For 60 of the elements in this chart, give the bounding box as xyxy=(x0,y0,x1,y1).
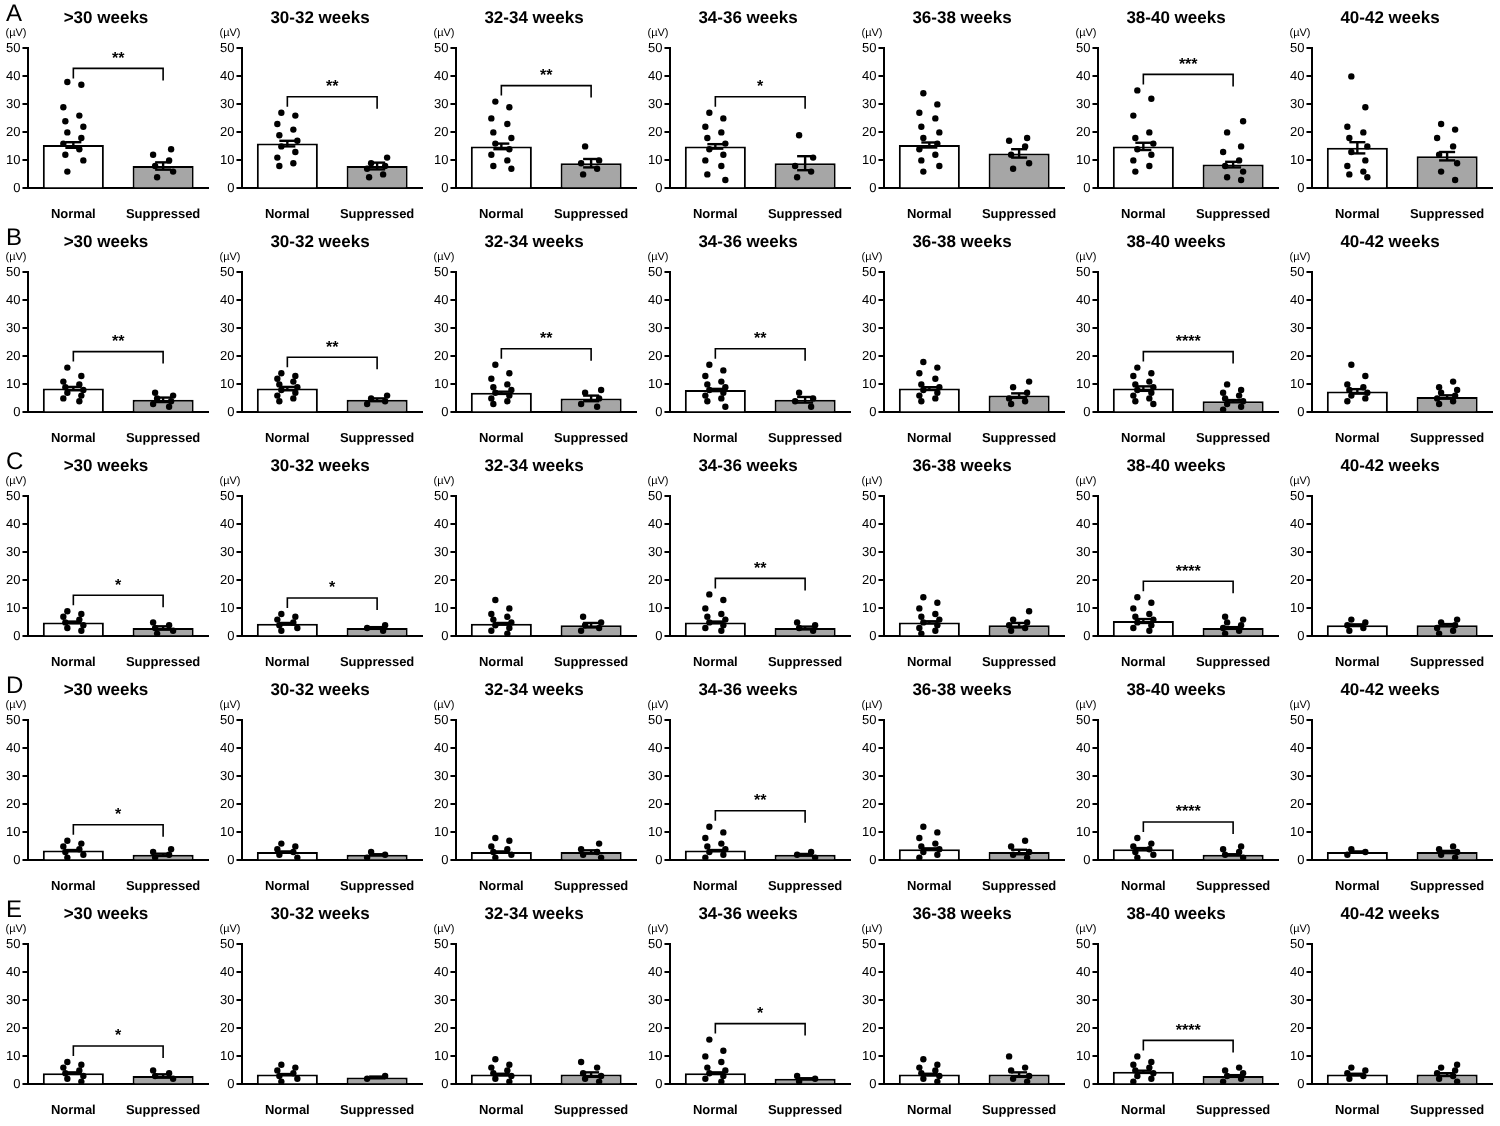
chart-title: 38-40 weeks xyxy=(1126,902,1227,923)
chart-title: 32-34 weeks xyxy=(484,6,585,27)
annotation: * xyxy=(329,578,338,597)
chart-title: 38-40 weeks xyxy=(1126,6,1227,27)
annotation: ** xyxy=(540,66,555,85)
annotation: * xyxy=(115,575,124,594)
chart-title: 30-32 weeks xyxy=(270,6,371,27)
annotation: **** xyxy=(1175,802,1203,821)
text: E xyxy=(6,894,23,923)
text: B xyxy=(6,222,23,251)
chart-title: >30 weeks xyxy=(63,6,149,27)
text: C xyxy=(6,446,24,475)
text: D xyxy=(6,670,24,699)
text: A xyxy=(6,0,23,27)
chart-title: >30 weeks xyxy=(63,902,149,923)
annotation: ** xyxy=(540,329,555,348)
chart-title: 32-34 weeks xyxy=(484,230,585,251)
annotation: **** xyxy=(1175,332,1203,351)
chart-title: 36-38 weeks xyxy=(912,230,1013,251)
annotation: **** xyxy=(1175,1020,1203,1039)
annotation: ** xyxy=(754,329,769,348)
chart-title: 34-36 weeks xyxy=(698,230,799,251)
annotation: * xyxy=(115,805,124,824)
chart-title: 34-36 weeks xyxy=(698,902,799,923)
chart-title: 34-36 weeks xyxy=(698,678,799,699)
annotation: ** xyxy=(112,332,127,351)
chart-title: 30-32 weeks xyxy=(270,454,371,475)
chart-title: 36-38 weeks xyxy=(912,6,1013,27)
annotation: * xyxy=(757,1004,766,1023)
chart-title: 30-32 weeks xyxy=(270,230,371,251)
annotation: ** xyxy=(326,337,341,356)
chart-title: 40-42 weeks xyxy=(1340,230,1441,251)
chart-title: 36-38 weeks xyxy=(912,678,1013,699)
chart-title: 36-38 weeks xyxy=(912,902,1013,923)
chart-title: >30 weeks xyxy=(63,454,149,475)
chart-title: 38-40 weeks xyxy=(1126,454,1227,475)
chart-title: 30-32 weeks xyxy=(270,678,371,699)
annotation: **** xyxy=(1175,561,1203,580)
chart-title: 36-38 weeks xyxy=(912,454,1013,475)
annotation: * xyxy=(115,1026,124,1045)
chart-title: 34-36 weeks xyxy=(698,6,799,27)
chart-title: 30-32 weeks xyxy=(270,902,371,923)
chart-title: 34-36 weeks xyxy=(698,454,799,475)
chart-title: 32-34 weeks xyxy=(484,454,585,475)
chart-title: 38-40 weeks xyxy=(1126,678,1227,699)
annotation: ** xyxy=(754,558,769,577)
chart-title: 32-34 weeks xyxy=(484,902,585,923)
chart-title: 40-42 weeks xyxy=(1340,6,1441,27)
chart-title: 40-42 weeks xyxy=(1340,454,1441,475)
chart-title: 32-34 weeks xyxy=(484,678,585,699)
annotation: ** xyxy=(112,48,127,67)
chart-title: >30 weeks xyxy=(63,678,149,699)
chart-title: 40-42 weeks xyxy=(1340,902,1441,923)
annotation: *** xyxy=(1178,54,1200,73)
chart-title: >30 weeks xyxy=(63,230,149,251)
annotation: ** xyxy=(326,77,341,96)
chart-title: 40-42 weeks xyxy=(1340,678,1441,699)
annotation: * xyxy=(757,77,766,96)
annotation: ** xyxy=(754,791,769,810)
chart-title: 38-40 weeks xyxy=(1126,230,1227,251)
